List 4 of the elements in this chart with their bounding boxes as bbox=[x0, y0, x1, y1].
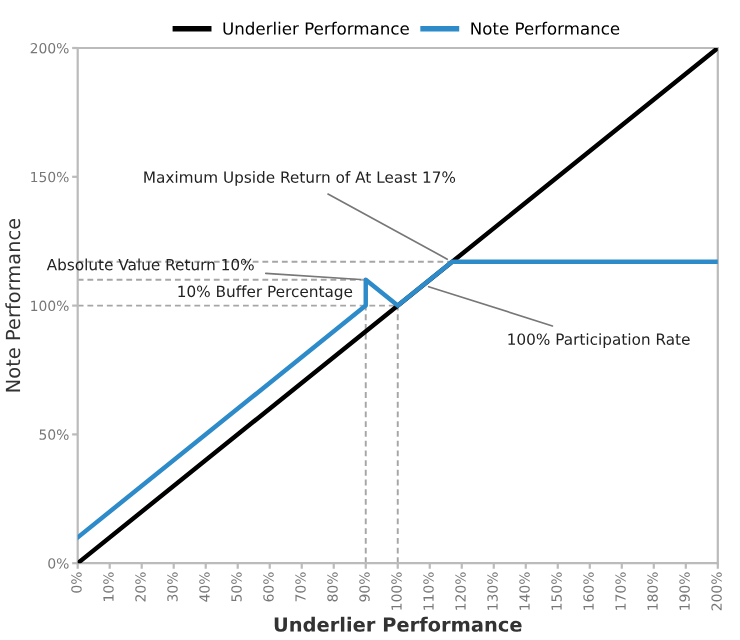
x-axis-title: Underlier Performance bbox=[274, 616, 522, 632]
legend-label: Underlier Performance bbox=[223, 21, 409, 35]
legend-label: Note Performance bbox=[471, 21, 620, 35]
y-axis-title: Note Performance bbox=[5, 218, 21, 392]
